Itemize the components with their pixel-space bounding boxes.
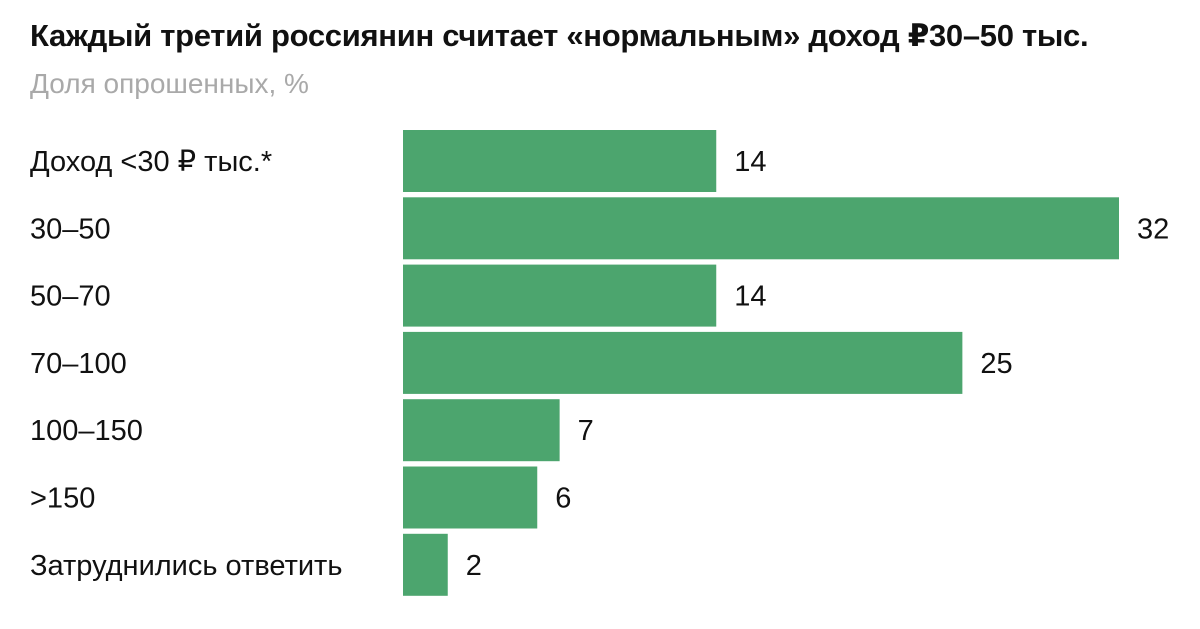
category-label: 30–50 <box>30 213 111 245</box>
category-label: >150 <box>30 483 95 515</box>
bar <box>403 466 538 529</box>
value-label: 6 <box>555 483 571 515</box>
bar <box>403 331 963 394</box>
category-label: Затруднились ответить <box>30 550 342 582</box>
category-label: 50–70 <box>30 281 111 313</box>
value-label: 32 <box>1137 213 1169 245</box>
bar <box>403 533 448 596</box>
value-label: 7 <box>578 415 594 447</box>
bar <box>403 130 717 192</box>
value-label: 14 <box>734 146 766 178</box>
bar <box>403 197 1119 260</box>
bar <box>403 264 717 327</box>
value-label: 14 <box>734 281 766 313</box>
bar <box>403 399 560 462</box>
value-label: 2 <box>466 550 482 582</box>
category-label: 100–150 <box>30 415 143 447</box>
chart-title: Каждый третий россиянин считает «нормаль… <box>30 18 1089 53</box>
category-label: Доход <30 ₽ тыс.* <box>30 146 272 178</box>
chart-subtitle: Доля опрошенных, % <box>30 68 309 99</box>
category-label: 70–100 <box>30 348 127 380</box>
value-label: 25 <box>980 348 1012 380</box>
